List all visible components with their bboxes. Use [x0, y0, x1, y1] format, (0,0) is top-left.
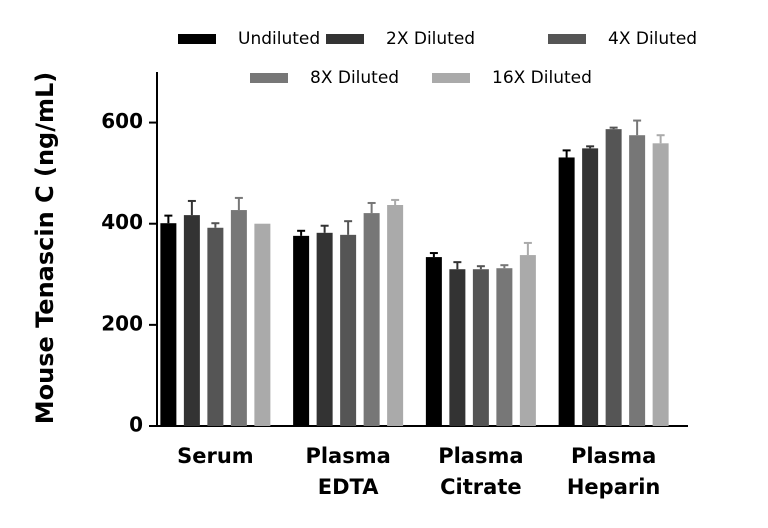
- legend-label: Undiluted: [238, 29, 320, 49]
- bar: [340, 234, 357, 426]
- bar: [293, 235, 310, 426]
- error-bar: [234, 196, 243, 211]
- bar: [496, 268, 513, 426]
- error-bar: [453, 261, 462, 270]
- error-bar: [187, 199, 196, 216]
- error-bar: [297, 229, 306, 236]
- error-bar: [211, 222, 220, 228]
- bar: [472, 269, 489, 426]
- error-bar: [609, 126, 618, 130]
- bar: [230, 210, 247, 426]
- legend-swatch: [178, 34, 216, 44]
- bar: [605, 129, 622, 426]
- bar: [425, 257, 442, 426]
- error-bar: [500, 264, 509, 269]
- legend-swatch: [326, 34, 364, 44]
- y-tick-label: 0: [129, 413, 143, 437]
- bar: [558, 157, 575, 427]
- y-axis-label: Mouse Tenascin C (ng/mL): [31, 72, 59, 425]
- error-bar: [367, 201, 376, 214]
- error-bar: [523, 241, 532, 256]
- bar: [363, 213, 380, 426]
- bar: [387, 205, 404, 426]
- error-bar: [656, 134, 665, 144]
- bar: [449, 269, 466, 426]
- error-bar: [344, 220, 353, 235]
- bar: [316, 232, 333, 426]
- error-bar: [320, 224, 329, 233]
- y-tick-label: 600: [101, 109, 143, 133]
- error-bar: [562, 149, 571, 158]
- legend-label: 4X Diluted: [608, 29, 697, 49]
- x-tick-label: Serum: [177, 444, 254, 468]
- y-tick-label: 400: [101, 210, 143, 234]
- legend-label: 16X Diluted: [492, 68, 592, 88]
- error-bar: [164, 214, 173, 224]
- x-tick-label: Plasma Citrate: [438, 444, 523, 499]
- error-bar: [391, 198, 400, 206]
- bar: [254, 223, 271, 426]
- bar: [582, 148, 599, 426]
- bar: [160, 223, 177, 426]
- x-tick-label: Plasma EDTA: [305, 444, 390, 499]
- x-tick-label: Plasma Heparin: [567, 444, 661, 499]
- legend-swatch: [432, 73, 470, 83]
- legend-label: 2X Diluted: [386, 29, 475, 49]
- legend-label: 8X Diluted: [310, 68, 399, 88]
- error-bar: [476, 265, 485, 270]
- bar: [519, 255, 536, 426]
- bar: [652, 143, 669, 426]
- legend-swatch: [250, 73, 288, 83]
- y-tick-label: 200: [101, 311, 143, 335]
- error-bar: [633, 119, 642, 136]
- bar: [207, 227, 224, 426]
- bar: [629, 135, 646, 426]
- error-bar: [429, 252, 438, 258]
- bar: [183, 215, 200, 426]
- error-bar: [586, 145, 595, 149]
- legend-swatch: [548, 34, 586, 44]
